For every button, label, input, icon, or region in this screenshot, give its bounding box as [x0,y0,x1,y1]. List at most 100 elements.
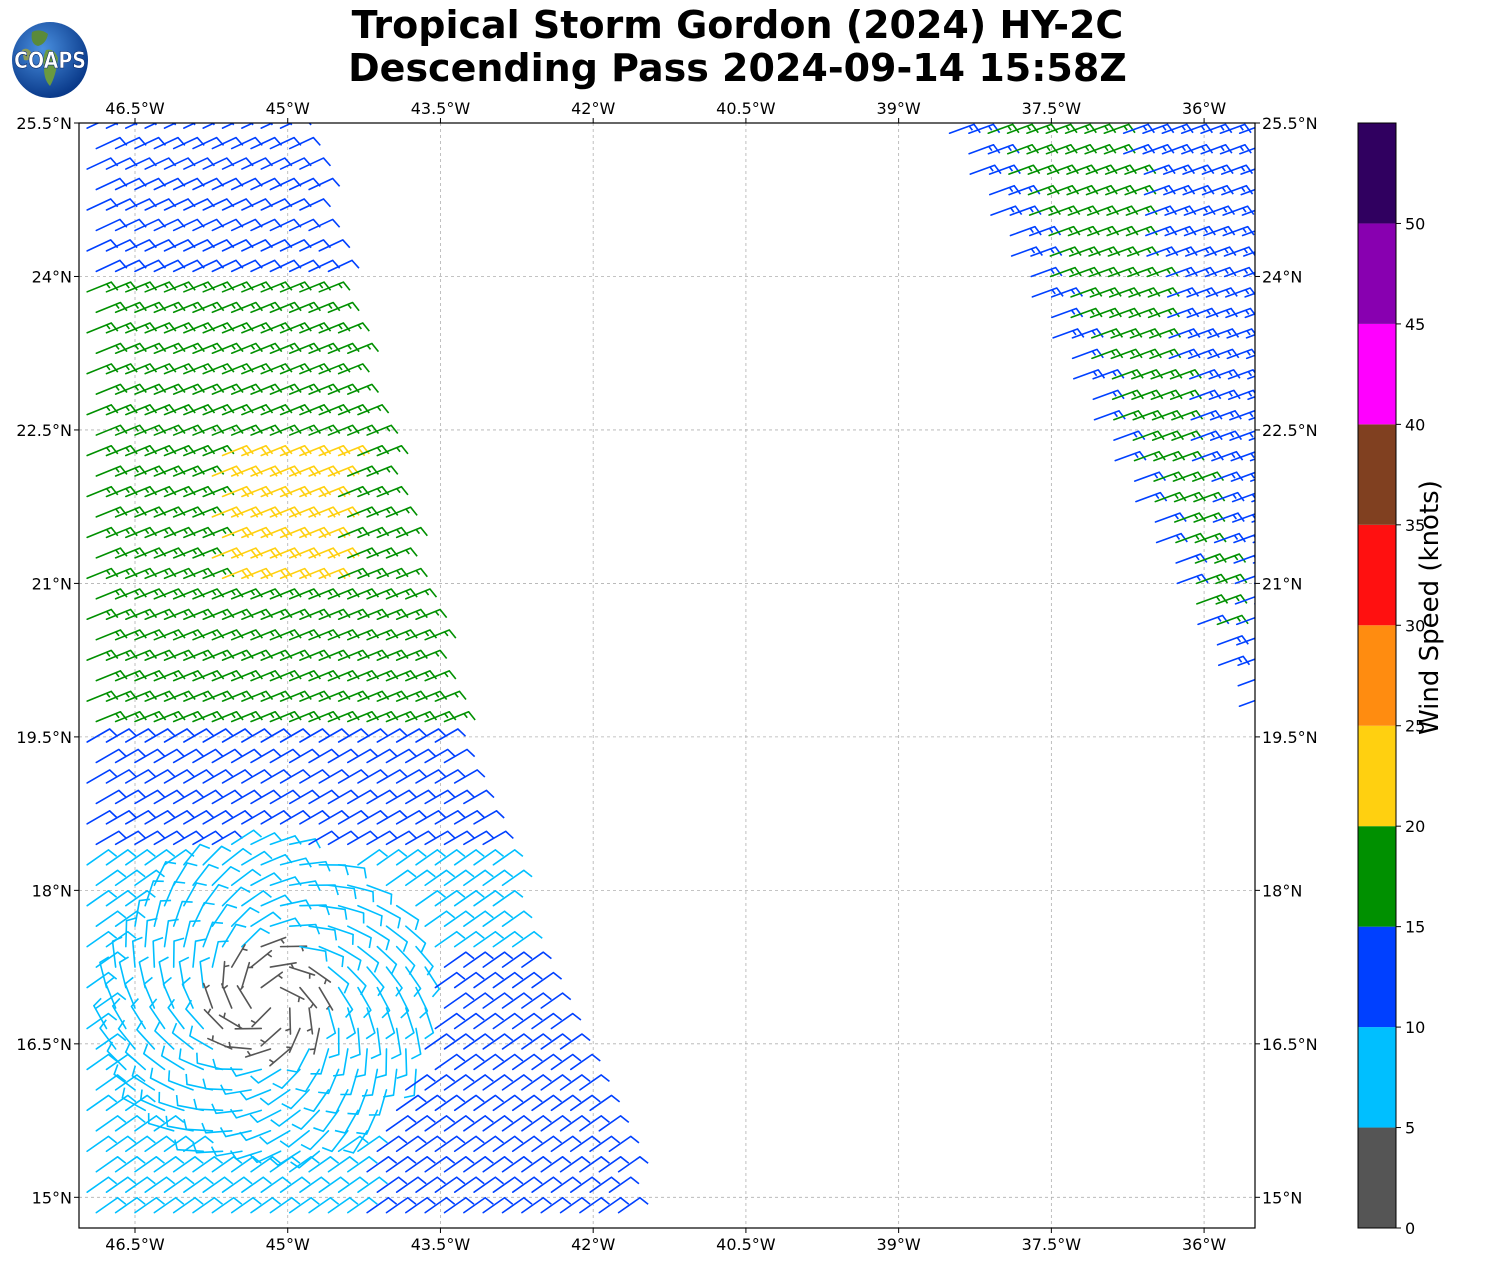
wind-barb [221,526,254,539]
barb-staff [114,1196,138,1214]
wind-barb [366,884,393,905]
wind-barb [1258,677,1289,686]
barb-staff [153,711,180,723]
barb-staff [221,363,248,375]
wind-barb [144,1135,176,1153]
barb-staff [269,748,294,764]
barb-feather [437,810,447,819]
barb-feather [146,849,156,857]
barb-feather [1217,492,1226,502]
barb-feather [274,711,283,721]
barb-feather [426,869,436,878]
barb-feather [439,649,448,660]
barb-staff [202,810,227,825]
barb-feather [117,951,127,960]
wind-barb [299,810,331,825]
barb-staff [337,986,354,1011]
barb-staff [114,424,141,436]
wind-barb [139,1089,166,1112]
wind-barb [1092,389,1125,401]
barb-feather [1249,287,1255,296]
barb-staff [279,322,306,334]
barb-staff [172,711,199,723]
barb-staff [434,849,458,866]
barb-feather [167,728,176,737]
barb-feather [323,608,332,619]
wind-barb [327,925,354,945]
barb-feather [1189,371,1195,377]
barb-feather [255,302,263,312]
barb-feather [211,385,217,391]
wind-barb [202,1176,234,1193]
barb-feather [1087,207,1092,213]
barb-staff [86,363,113,375]
barb-feather [368,937,372,949]
barb-feather [304,527,312,537]
wind-barb [327,670,360,682]
wind-barb [405,1115,436,1132]
barb-feather [514,931,524,939]
colorbar-segment [1358,826,1396,927]
barb-staff [1244,292,1255,298]
barb-staff [501,869,525,887]
barb-feather [222,569,227,576]
x-tick-label-bottom: 40.5°W [716,1235,776,1254]
barb-feather [504,910,514,919]
barb-feather [128,810,138,819]
wind-barb [269,259,302,273]
wind-barb [172,748,205,764]
barb-staff [221,526,248,539]
wind-barb [1183,205,1216,216]
wind-barb [463,830,495,846]
barb-staff [492,1094,516,1112]
barb-feather [119,629,128,639]
wind-barb [501,1033,533,1050]
barb-feather [165,1135,176,1144]
barb-staff [415,810,440,825]
barb-feather [1130,330,1135,336]
barb-feather [105,447,111,453]
barb-feather [465,869,475,878]
barb-staff [279,526,306,539]
barb-staff [385,670,412,682]
barb-feather [1074,246,1082,256]
wind-barb [260,363,293,375]
barb-feather [389,789,398,799]
barb-staff [299,810,324,825]
barb-staff [230,259,257,273]
colorbar-segment [1358,1127,1396,1228]
wind-barb [260,198,293,211]
x-tick-label-bottom: 37.5°W [1022,1235,1082,1254]
wind-barb [249,1150,282,1164]
barb-feather [484,910,494,919]
wind-barb [95,1115,127,1132]
barb-feather [1284,145,1290,153]
barb-staff [299,1176,323,1193]
barb-staff [245,1089,272,1101]
barb-feather [125,447,130,453]
barb-staff [540,1115,564,1132]
barb-feather [250,590,256,596]
barb-staff [250,259,276,273]
wind-barb [337,322,370,334]
barb-staff [202,1176,226,1193]
barb-feather [280,488,288,498]
map-frame [78,122,1256,1229]
barb-feather [408,748,418,758]
barb-feather [371,588,380,598]
barb-staff [163,920,170,948]
barb-feather [255,506,263,516]
barb-feather [552,1135,563,1144]
barb-feather [562,1115,572,1123]
barb-feather [1223,227,1228,234]
barb-staff [86,157,112,170]
barb-feather [250,1019,257,1024]
barb-staff [105,157,131,170]
barb-staff [357,810,382,825]
wind-barb [183,608,216,621]
wind-barb [260,157,293,170]
barb-feather [371,711,380,721]
barb-feather [360,810,370,819]
x-tick-label-bottom: 45°W [266,1235,310,1254]
barb-feather [144,406,150,412]
